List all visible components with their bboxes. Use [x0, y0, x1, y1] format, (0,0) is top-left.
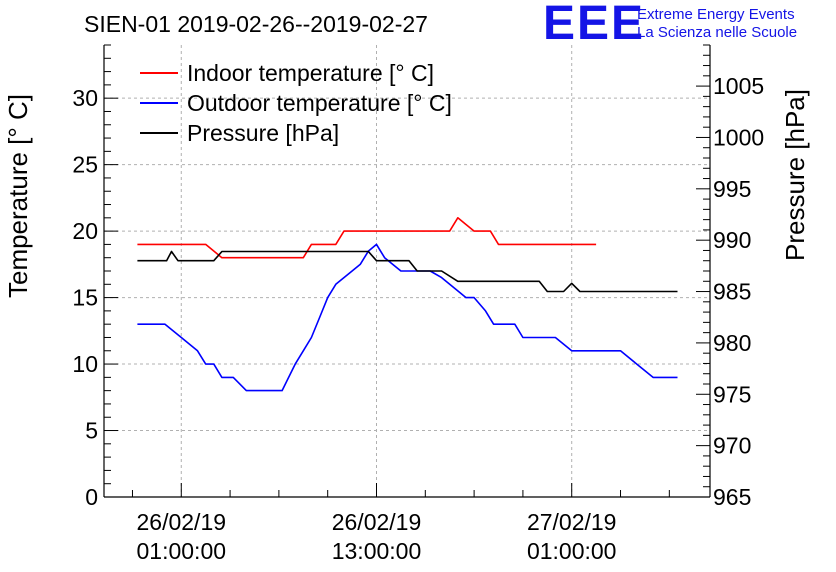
x-tick-label-time: 01:00:00 [527, 538, 617, 564]
y2-tick-label: 990 [713, 227, 751, 253]
x-tick-label-date: 26/02/19 [332, 509, 422, 535]
series-line-0 [137, 217, 597, 259]
legend-label-0: Indoor temperature [° C] [187, 60, 434, 86]
legend: Indoor temperature [° C] Outdoor temperat… [140, 60, 452, 146]
series-group [137, 217, 678, 392]
x-tick-label-date: 26/02/19 [137, 509, 227, 535]
eee-logo: EEE [543, 0, 646, 50]
y2-tick-label: 980 [713, 330, 751, 356]
y2-tick-label: 970 [713, 433, 751, 459]
y2-axis-label: Pressure [hPa] [780, 89, 810, 261]
series-line-2 [137, 250, 678, 293]
chart-title: SIEN-01 2019-02-26--2019-02-27 [84, 11, 428, 37]
x-tick-label-time: 13:00:00 [332, 538, 422, 564]
y-tick-label: 30 [72, 85, 98, 111]
y2-tick-label: 975 [713, 381, 751, 407]
series-line-1 [137, 243, 678, 392]
y2-tick-label: 965 [713, 484, 751, 510]
y2-tick-label: 1000 [713, 124, 764, 150]
y-tick-label: 20 [72, 218, 98, 244]
y-tick-label: 10 [72, 351, 98, 377]
org-name: Extreme Energy Events [637, 6, 795, 23]
y-tick-label: 15 [72, 285, 98, 311]
legend-label-1: Outdoor temperature [° C] [187, 90, 452, 116]
y2-tick-label: 985 [713, 279, 751, 305]
legend-label-2: Pressure [hPa] [187, 120, 339, 146]
x-tick-label-time: 01:00:00 [137, 538, 227, 564]
y-tick-label: 5 [85, 418, 98, 444]
y-tick-label: 0 [85, 484, 98, 510]
org-subtitle: La Scienza nelle Scuole [637, 24, 798, 41]
y2-tick-label: 1005 [713, 73, 764, 99]
y-tick-label: 25 [72, 152, 98, 178]
axes-group: 0 5 10 15 20 25 30 965 970 975 980 985 990 995 1000 100… [72, 44, 764, 564]
x-tick-label-date: 27/02/19 [527, 509, 617, 535]
y2-tick-label: 995 [713, 176, 751, 202]
y-axis-label: Temperature [° C] [3, 94, 33, 298]
